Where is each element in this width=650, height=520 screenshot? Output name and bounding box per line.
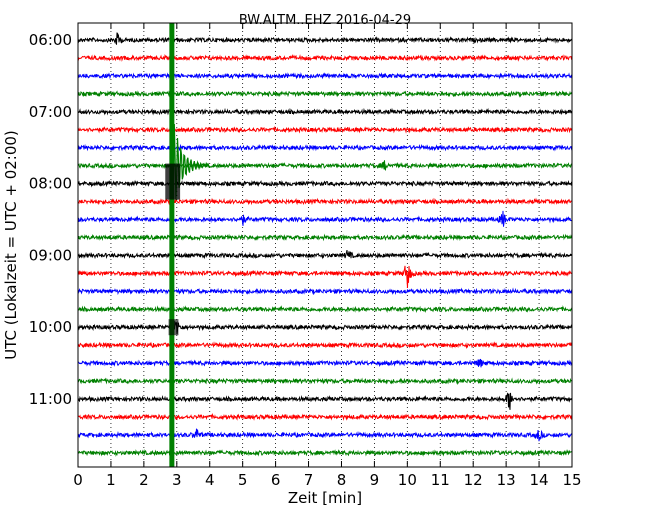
x-tick-label: 9 xyxy=(370,471,380,489)
trace-line xyxy=(77,428,573,442)
chart-title: BW.ALTM..EHZ 2016-04-29 xyxy=(239,13,411,28)
event-clip-black xyxy=(165,163,181,200)
trace-line xyxy=(77,210,573,227)
y-tick-label: 07:00 xyxy=(29,103,72,121)
trace-line xyxy=(77,412,573,421)
trace-line xyxy=(77,377,573,385)
event-band xyxy=(169,23,175,467)
event-coda xyxy=(171,123,210,216)
x-tick-label: 4 xyxy=(205,471,215,489)
trace-line xyxy=(77,197,573,206)
trace-line xyxy=(77,160,573,172)
x-tick-label: 1 xyxy=(106,471,116,489)
trace-line xyxy=(77,249,573,260)
y-axis: 06:00 07:00 08:00 09:00 10:00 11:00 xyxy=(29,31,572,408)
trace-line xyxy=(77,32,573,45)
x-tick-label: 14 xyxy=(530,471,549,489)
y-tick-label: 11:00 xyxy=(29,390,72,408)
plot-frame xyxy=(77,22,573,468)
x-tick-label: 13 xyxy=(497,471,516,489)
x-axis-label: Zeit [min] xyxy=(288,489,362,507)
trace-line xyxy=(77,125,573,134)
x-tick-label: 7 xyxy=(304,471,314,489)
trace-line xyxy=(77,305,573,313)
trace-line xyxy=(77,179,573,188)
trace-line xyxy=(77,107,573,116)
x-tick-label: 2 xyxy=(139,471,149,489)
y-tick-label: 09:00 xyxy=(29,246,72,264)
x-tick-label: 11 xyxy=(431,471,450,489)
large-earthquake-event xyxy=(165,23,210,467)
trace-line xyxy=(77,90,573,98)
x-tick-label: 12 xyxy=(464,471,483,489)
x-tick-label: 0 xyxy=(73,471,83,489)
y-tick-label: 10:00 xyxy=(29,318,72,336)
y-axis-label: UTC (Lokalzeit = UTC + 02:00) xyxy=(2,130,20,360)
x-tick-label: 5 xyxy=(238,471,248,489)
trace-line xyxy=(77,265,573,289)
trace-line xyxy=(77,143,573,152)
x-tick-label: 3 xyxy=(172,471,182,489)
x-tick-label: 8 xyxy=(337,471,347,489)
trace-line xyxy=(77,53,573,62)
trace-line xyxy=(77,448,573,457)
x-axis: 0 1 2 3 4 5 6 7 8 9 10 11 12 13 14 15 xyxy=(73,23,582,489)
y-tick-label: 06:00 xyxy=(29,31,72,49)
x-tick-label: 10 xyxy=(398,471,417,489)
x-tick-label: 15 xyxy=(562,471,581,489)
trace-line xyxy=(77,287,573,296)
event-clip-black xyxy=(168,319,179,336)
trace-line xyxy=(77,320,573,335)
y-tick-label: 08:00 xyxy=(29,175,72,193)
trace-line xyxy=(77,358,573,368)
trace-line xyxy=(77,233,573,242)
traces xyxy=(77,32,573,457)
trace-line xyxy=(77,341,573,350)
trace-line xyxy=(77,72,573,80)
x-tick-label: 6 xyxy=(271,471,281,489)
trace-line xyxy=(77,392,573,410)
